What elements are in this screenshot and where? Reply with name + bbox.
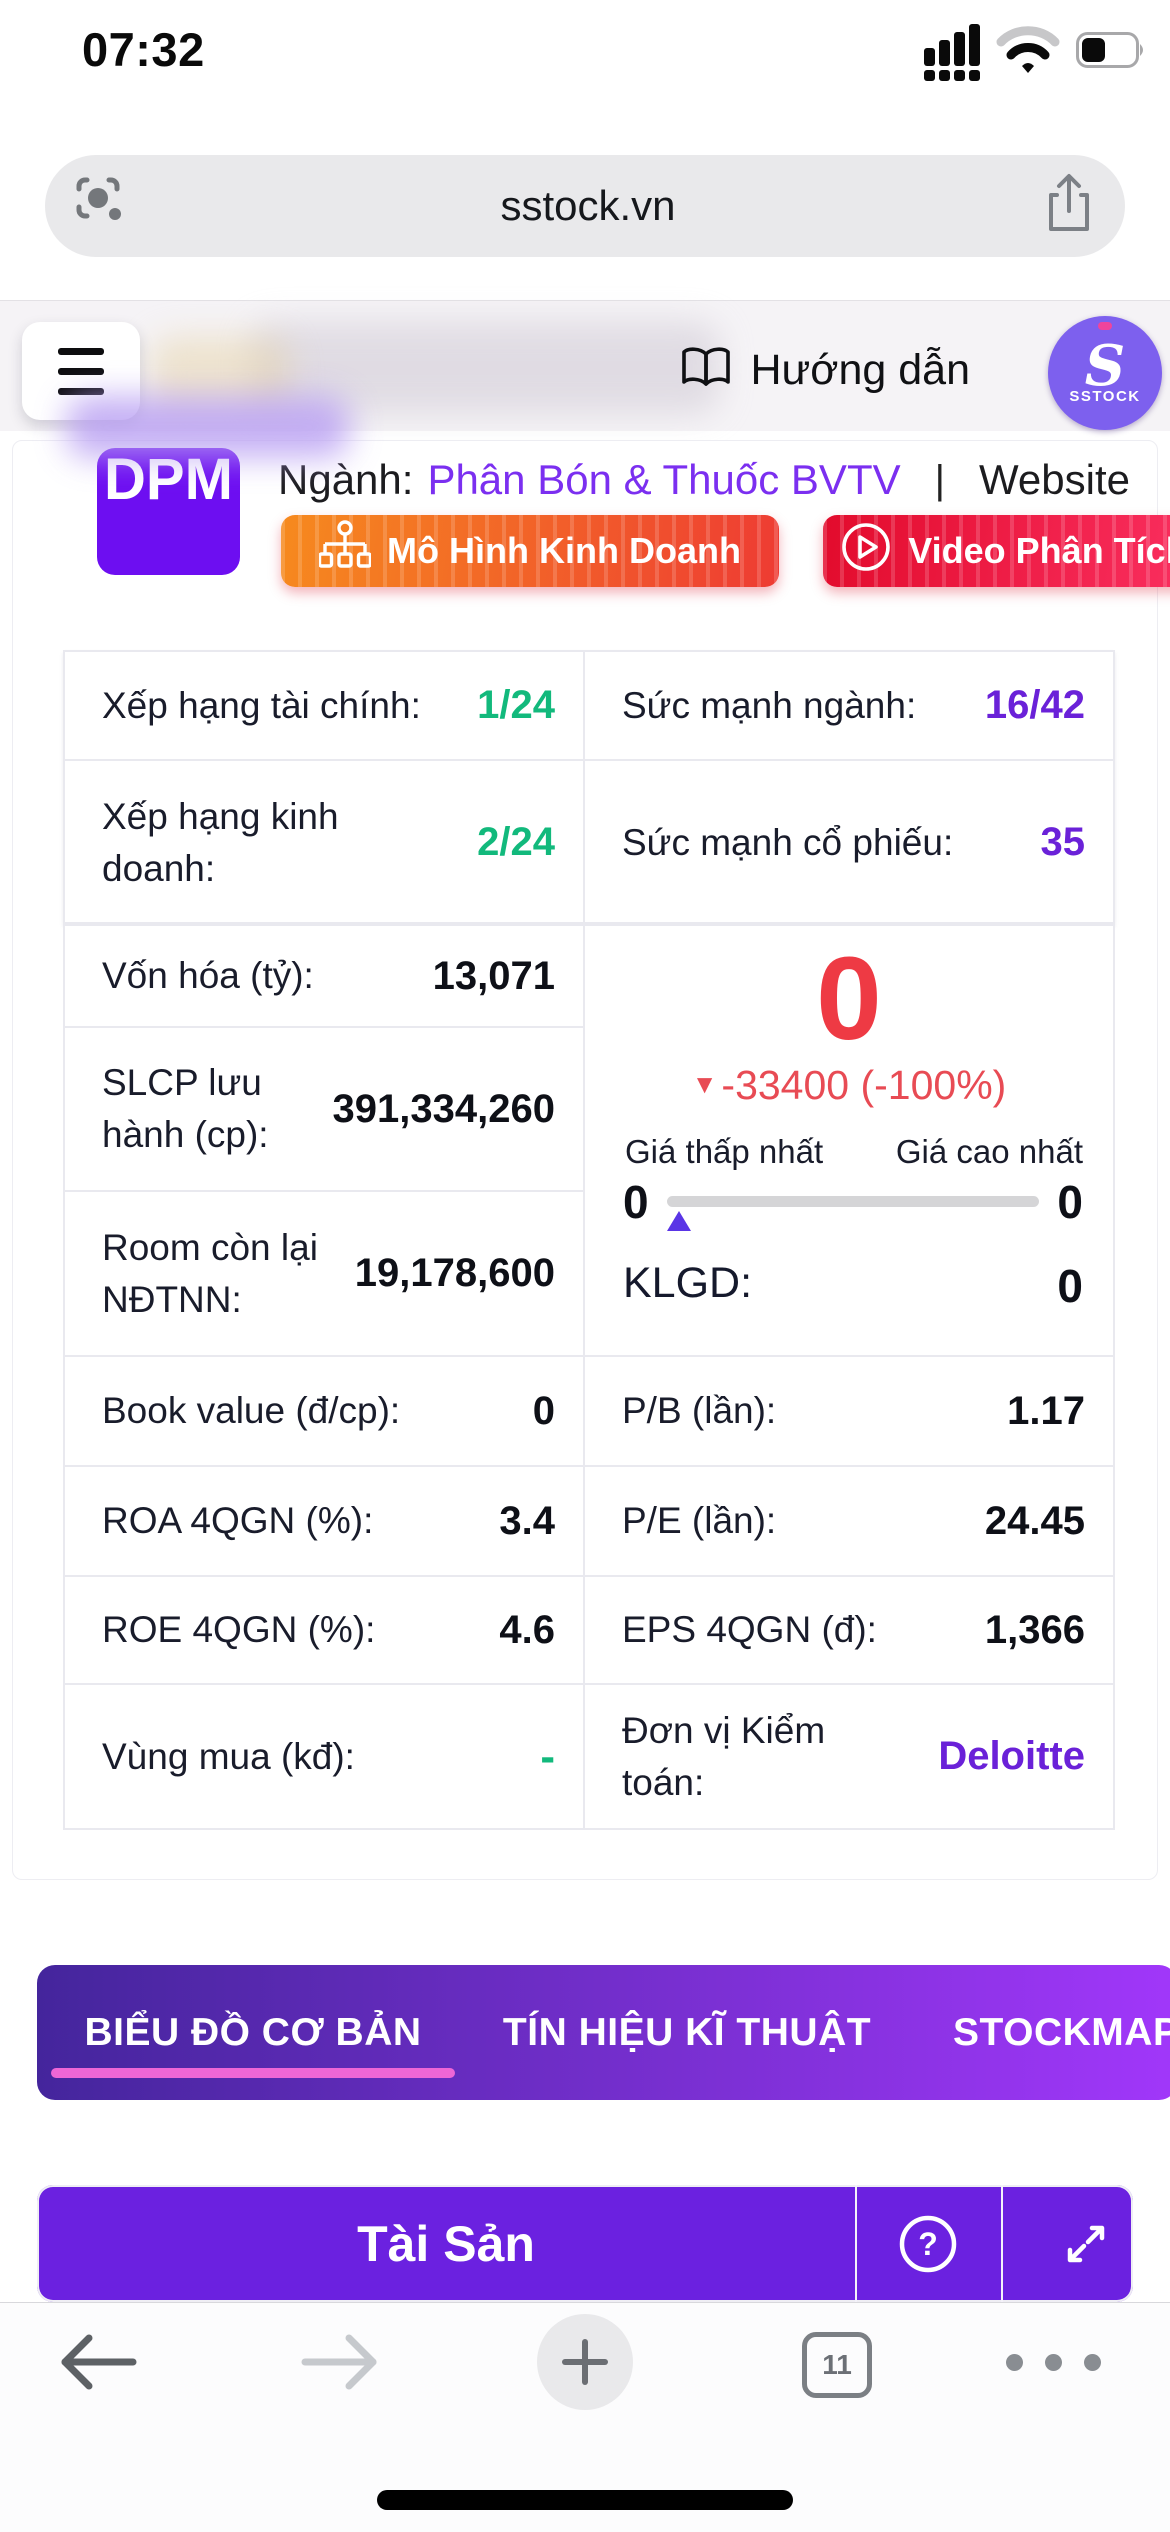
price-range-labels: Giá thấp nhất Giá cao nhất: [585, 1133, 1113, 1171]
tab-switcher-button[interactable]: 11: [802, 2332, 872, 2398]
video-analysis-label: Video Phân Tích: [908, 530, 1170, 571]
industry-label: Ngành:: [278, 456, 414, 503]
table-cell: Book value (đ/cp): 0: [65, 1355, 583, 1465]
share-icon[interactable]: [1043, 171, 1095, 242]
high-value: 0: [1057, 1175, 1083, 1228]
plus-icon: [562, 2339, 608, 2385]
logo-swan: S: [1084, 333, 1126, 399]
asset-section-title: Tài Sản: [357, 2215, 535, 2272]
active-tab-underline: [51, 2068, 455, 2078]
cellular-signal-icon: [924, 24, 980, 81]
table-cell: Xếp hạng kinh doanh: 2/24: [65, 759, 583, 924]
url-text[interactable]: sstock.vn: [500, 182, 676, 229]
table-cell: Sức mạnh ngành: 16/42: [583, 652, 1113, 759]
table-cell: Sức mạnh cổ phiếu: 35: [583, 759, 1113, 924]
back-arrow-icon: [61, 2334, 137, 2390]
blurred-ticker-strip: [66, 396, 350, 458]
website-link[interactable]: Website: [979, 456, 1130, 503]
sstock-logo[interactable]: S SSTOCK: [1048, 316, 1162, 430]
tab-count: 11: [822, 2349, 852, 2380]
table-cell: Đơn vị Kiểm toán: Deloitte: [583, 1683, 1113, 1828]
table-cell: EPS 4QGN (đ): 1,366: [583, 1575, 1113, 1683]
book-icon: [680, 346, 732, 395]
sitemap-icon: [317, 519, 373, 583]
table-cell: SLCP lưu hành (cp): 391,334,260: [65, 1026, 583, 1190]
table-cell: P/E (lần): 24.45: [583, 1465, 1113, 1575]
ticker-symbol: DPM: [104, 447, 233, 512]
table-cell: Xếp hạng tài chính: 1/24: [102, 683, 555, 727]
section-tab-bar: BIỂU ĐỒ CƠ BẢN TÍN HIỆU KĨ THUẬT STOCKMA…: [37, 1965, 1170, 2100]
more-options-button[interactable]: [1006, 2354, 1101, 2371]
business-model-label: Mô Hình Kinh Doanh: [387, 530, 741, 571]
down-triangle-icon: ▼: [691, 1068, 718, 1099]
home-indicator[interactable]: [377, 2490, 793, 2510]
asset-section-bar[interactable]: Tài Sản ?: [37, 2185, 1133, 2302]
tab-basic-chart[interactable]: BIỂU ĐỒ CƠ BẢN: [84, 2010, 422, 2054]
wifi-icon: [996, 24, 1060, 81]
lens-icon[interactable]: [75, 175, 133, 238]
back-button[interactable]: [55, 2330, 141, 2394]
play-circle-icon: [840, 521, 892, 582]
price-change: ▼-33400 (-100%): [691, 1061, 1007, 1108]
industry-row: Ngành: Phân Bón & Thuốc BVTV | Website: [278, 455, 1170, 505]
guide-link[interactable]: Hướng dẫn: [680, 332, 970, 408]
forward-button[interactable]: [297, 2330, 383, 2394]
battery-icon: [1076, 32, 1148, 73]
asset-expand-button[interactable]: [1001, 2185, 1133, 2302]
guide-label[interactable]: Hướng dẫn: [750, 345, 970, 394]
table-cell: P/B (lần): 1.17: [583, 1355, 1113, 1465]
asset-help-button[interactable]: ?: [855, 2185, 1001, 2302]
tab-technical-signals[interactable]: TÍN HIỆU KĨ THUẬT: [502, 2010, 872, 2054]
business-model-button[interactable]: Mô Hình Kinh Doanh: [281, 515, 779, 587]
new-tab-button[interactable]: [537, 2314, 633, 2410]
browser-address-bar[interactable]: sstock.vn: [45, 155, 1125, 257]
volume-row: KLGD: 0: [585, 1259, 1113, 1313]
clock: 07:32: [82, 23, 205, 76]
low-value: 0: [623, 1175, 649, 1228]
last-price: 0: [816, 933, 882, 1065]
hamburger-icon: [58, 347, 104, 355]
table-cell: ROE 4QGN (%): 4.6: [65, 1575, 583, 1683]
help-circle-icon: ?: [899, 2215, 957, 2272]
status-icons: [924, 24, 1148, 81]
low-label: Giá thấp nhất: [625, 1132, 824, 1170]
logo-crest: [1098, 322, 1112, 330]
table-cell: Vốn hóa (tỷ): 13,071: [102, 953, 555, 998]
price-marker-icon: [666, 1211, 691, 1232]
stats-table: Vốn hóa (tỷ): 13,071 SLCP lưu hành (cp):…: [63, 924, 1115, 1830]
divider: [855, 2185, 857, 2302]
table-cell: Room còn lại NĐTNN: 19,178,600: [65, 1190, 583, 1355]
ticker-logo: DPM: [97, 448, 240, 575]
high-label: Giá cao nhất: [895, 1132, 1083, 1170]
table-cell: Vùng mua (kđ): -: [65, 1683, 583, 1828]
industry-link[interactable]: Phân Bón & Thuốc BVTV: [427, 456, 901, 503]
divider: [1001, 2185, 1003, 2302]
range-track: [666, 1196, 1040, 1232]
expand-icon: [1067, 2225, 1104, 2262]
video-analysis-button[interactable]: Video Phân Tích: [823, 515, 1170, 587]
quote-panel: 0 ▼-33400 (-100%) Giá thấp nhất Giá cao …: [583, 926, 1113, 1355]
rankings-table: Xếp hạng tài chính: 1/24 Sức mạnh ngành:…: [63, 650, 1115, 924]
status-bar: 07:32: [0, 0, 1170, 100]
ellipsis-icon: [1006, 2354, 1023, 2371]
divider: |: [934, 457, 946, 502]
tab-stockmap[interactable]: STOCKMAP: [953, 2010, 1170, 2054]
volume-label: KLGD:: [623, 1258, 753, 1307]
volume-value: 0: [1057, 1259, 1083, 1312]
price-range-slider: 0 0: [585, 1175, 1113, 1232]
table-cell: ROA 4QGN (%): 3.4: [65, 1465, 583, 1575]
logo-wordmark: SSTOCK: [1069, 388, 1141, 405]
forward-arrow-icon: [301, 2334, 377, 2390]
svg-text:?: ?: [918, 2226, 938, 2262]
